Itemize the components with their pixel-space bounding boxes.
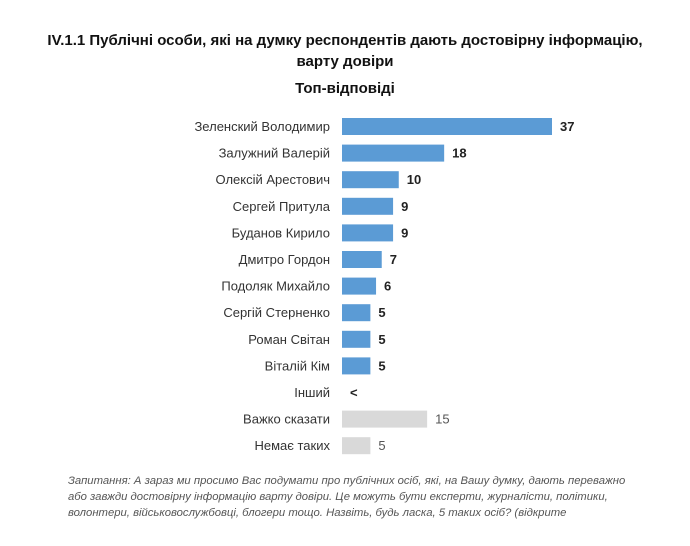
value-label: 5 <box>378 305 385 320</box>
chart-title: IV.1.1 Публічні особи, які на думку респ… <box>0 30 690 72</box>
bar <box>342 330 371 348</box>
category-label: Олексій Арестович <box>216 172 331 187</box>
chart-title-line-1: IV.1.1 Публічні особи, які на думку респ… <box>47 32 643 49</box>
bar <box>342 304 371 322</box>
category-label: Немає таких <box>254 438 330 453</box>
category-label: Дмитро Гордон <box>239 252 330 267</box>
value-label: 7 <box>390 252 397 267</box>
bar <box>342 251 382 268</box>
value-label: 37 <box>560 119 574 134</box>
value-label: 9 <box>401 225 408 240</box>
bar <box>342 171 399 189</box>
category-label: Сергій Стерненко <box>223 305 330 320</box>
value-label: 5 <box>378 358 385 373</box>
bar <box>342 224 394 242</box>
value-label: 15 <box>435 412 449 427</box>
value-label: 10 <box>407 172 421 187</box>
category-label: Зеленский Володимир <box>194 119 330 134</box>
category-label: Подоляк Михайло <box>221 279 330 294</box>
bar <box>342 357 371 375</box>
category-label: Роман Світан <box>248 332 330 347</box>
bar <box>342 437 371 455</box>
category-label: Віталій Кім <box>265 358 330 373</box>
value-label: < <box>350 385 358 400</box>
category-label: Сергей Притула <box>233 199 331 214</box>
bar <box>342 144 445 162</box>
category-label: Інший <box>294 385 330 400</box>
value-label: 18 <box>452 146 466 161</box>
value-label: 5 <box>378 438 385 453</box>
value-label: 6 <box>384 279 391 294</box>
bar <box>342 410 428 428</box>
bar <box>342 197 394 215</box>
value-label: 9 <box>401 199 408 214</box>
category-label: Буданов Кирило <box>232 225 330 240</box>
chart-title-line-2: варту довіри <box>296 53 394 70</box>
value-label: 5 <box>378 332 385 347</box>
category-label: Важко сказати <box>243 412 330 427</box>
bar <box>342 277 377 295</box>
question-note: Запитання: А зараз ми просимо Вас подума… <box>68 475 626 519</box>
bar <box>342 118 552 135</box>
bar-chart: Зеленский Володимир 37 Залужний Валерій 18 О… <box>194 118 574 455</box>
chart-subtitle: Топ-відповіді <box>295 80 395 97</box>
category-label: Залужний Валерій <box>219 146 330 161</box>
